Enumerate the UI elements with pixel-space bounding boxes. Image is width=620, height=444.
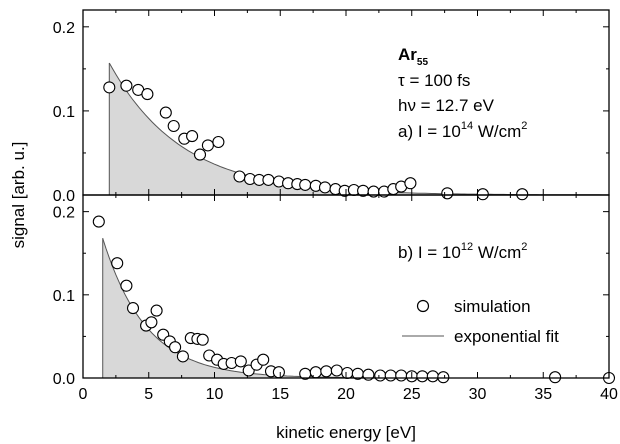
panel-b-simulation-point — [196, 333, 209, 346]
panel-b-y-tick-label: 0.0 — [53, 371, 75, 388]
panel-a-simulation-point — [516, 188, 529, 201]
species-label: Ar55 — [398, 45, 428, 68]
legend-marker-simulation — [416, 299, 430, 313]
panel-a-simulation-point — [476, 188, 489, 201]
legend-label-simulation: simulation — [454, 297, 531, 316]
x-tick-label: 15 — [271, 386, 289, 403]
panel-b-simulation-point — [395, 369, 408, 382]
panel-a-simulation-point — [318, 181, 332, 194]
x-axis-label: kinetic energy [eV] — [276, 423, 416, 442]
panel-b-simulation-point — [150, 304, 163, 317]
panel-b-simulation-point — [169, 341, 182, 354]
panel-a-annotations: Ar55 τ = 100 fs hν = 12.7 eV a) I = 1014… — [398, 45, 527, 141]
photon-energy-label: hν = 12.7 eV — [398, 96, 495, 115]
panel-b-simulation-point — [426, 370, 439, 383]
legend: simulation exponential fit — [402, 297, 559, 346]
panel-a-y-tick-label: 0.1 — [53, 104, 75, 121]
panel-b-simulation-point — [437, 371, 450, 384]
panel-b-simulation-point — [176, 350, 189, 363]
panel-a: 0.0 0.1 0.2 Ar55 τ = 100 fs hν = 12.7 eV a… — [53, 9, 610, 205]
panel-a-y-tick-label: 0.0 — [53, 188, 75, 205]
panel-a-simulation-point — [120, 79, 133, 92]
panel-b-simulation-point — [549, 371, 562, 384]
panel-a-fit-area — [109, 63, 610, 195]
panel-a-intensity-label: a) I = 1014 W/cm2 — [398, 120, 527, 141]
x-tick-label: 25 — [403, 386, 421, 403]
panel-b-annotations: b) I = 1012 W/cm2 — [398, 241, 527, 262]
x-tick-label: 0 — [79, 386, 88, 403]
panel-b-simulation-point — [272, 366, 285, 379]
panel-b-simulation-point — [257, 353, 270, 366]
pulse-duration-label: τ = 100 fs — [398, 71, 470, 90]
panel-b-simulation-point — [145, 316, 158, 329]
x-tick-label: 20 — [337, 386, 355, 403]
panel-b-simulation-point — [320, 365, 333, 378]
x-tick-label: 10 — [206, 386, 224, 403]
panel-b-simulation-point — [120, 279, 133, 292]
panel-b-simulation-point — [126, 302, 140, 315]
panel-b-simulation-point — [234, 355, 247, 368]
panel-b-fit-area — [102, 238, 609, 378]
panel-a-simulation-point — [233, 170, 246, 183]
panel-b-y-tick-label: 0.2 — [53, 205, 75, 222]
x-tick-label: 40 — [600, 386, 618, 403]
legend-label-exponential-fit: exponential fit — [454, 327, 559, 346]
panel-a-simulation-point — [404, 177, 417, 190]
y-axis-label: signal [arb. u.] — [9, 142, 28, 249]
panel-a-simulation-point — [201, 139, 214, 152]
panel-b-y-tick-label: 0.1 — [53, 288, 75, 305]
panel-b-simulation-point — [92, 215, 105, 228]
panel-a-simulation-point — [159, 106, 172, 119]
panel-a-simulation-point — [441, 187, 454, 200]
panel-b-simulation-point — [341, 366, 354, 380]
panel-a-simulation-point — [167, 119, 180, 133]
panel-b-simulation-point — [416, 370, 429, 383]
panel-a-simulation-point — [186, 130, 199, 143]
panel-a-simulation-point — [299, 178, 312, 191]
panel-a-y-tick-label: 0.2 — [53, 20, 75, 37]
panel-a-simulation-point — [103, 81, 116, 94]
x-tick-label: 35 — [534, 386, 552, 403]
panel-a-simulation-point — [262, 173, 275, 186]
panel-b: 0 5 10 15 20 25 30 35 40 0.0 0.1 0.2 b) I = 1012 W/… — [53, 194, 618, 403]
panel-a-simulation-point — [212, 135, 225, 149]
panel-b-intensity-label: b) I = 1012 W/cm2 — [398, 241, 527, 262]
panel-b-simulation-point — [309, 366, 322, 379]
panel-b-simulation-point — [374, 369, 387, 382]
panel-b-simulation-point — [384, 369, 397, 382]
x-tick-label: 30 — [469, 386, 487, 403]
panel-a-simulation-point — [141, 88, 154, 101]
panel-a-simulation-point — [193, 148, 207, 161]
x-tick-label: 5 — [144, 386, 153, 403]
panel-b-simulation-point — [111, 257, 124, 270]
panel-b-simulation-point — [330, 364, 343, 377]
